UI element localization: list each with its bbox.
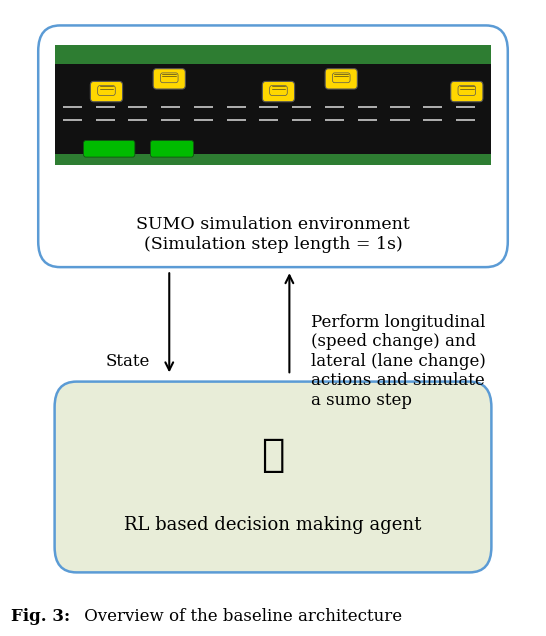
- FancyBboxPatch shape: [458, 86, 476, 95]
- FancyBboxPatch shape: [151, 141, 194, 157]
- FancyBboxPatch shape: [38, 25, 508, 267]
- FancyBboxPatch shape: [91, 81, 122, 102]
- Text: Perform longitudinal
(speed change) and
lateral (lane change)
actions and simula: Perform longitudinal (speed change) and …: [311, 314, 486, 409]
- Text: RL based decision making agent: RL based decision making agent: [124, 516, 422, 534]
- FancyBboxPatch shape: [98, 86, 115, 95]
- FancyBboxPatch shape: [55, 382, 491, 572]
- FancyBboxPatch shape: [84, 141, 135, 157]
- FancyBboxPatch shape: [161, 73, 178, 83]
- Text: State: State: [106, 353, 151, 370]
- FancyBboxPatch shape: [325, 69, 358, 89]
- Text: Overview of the baseline architecture: Overview of the baseline architecture: [79, 609, 402, 625]
- Text: 🤖: 🤖: [262, 436, 284, 474]
- FancyBboxPatch shape: [55, 54, 491, 165]
- FancyBboxPatch shape: [263, 81, 295, 102]
- Text: Fig. 3:: Fig. 3:: [11, 609, 70, 625]
- Text: SUMO simulation environment
(Simulation step length = 1s): SUMO simulation environment (Simulation …: [136, 216, 410, 253]
- FancyBboxPatch shape: [270, 86, 287, 95]
- FancyBboxPatch shape: [55, 45, 491, 64]
- FancyBboxPatch shape: [333, 73, 350, 83]
- FancyBboxPatch shape: [55, 154, 491, 165]
- FancyBboxPatch shape: [451, 81, 483, 102]
- FancyBboxPatch shape: [153, 69, 185, 89]
